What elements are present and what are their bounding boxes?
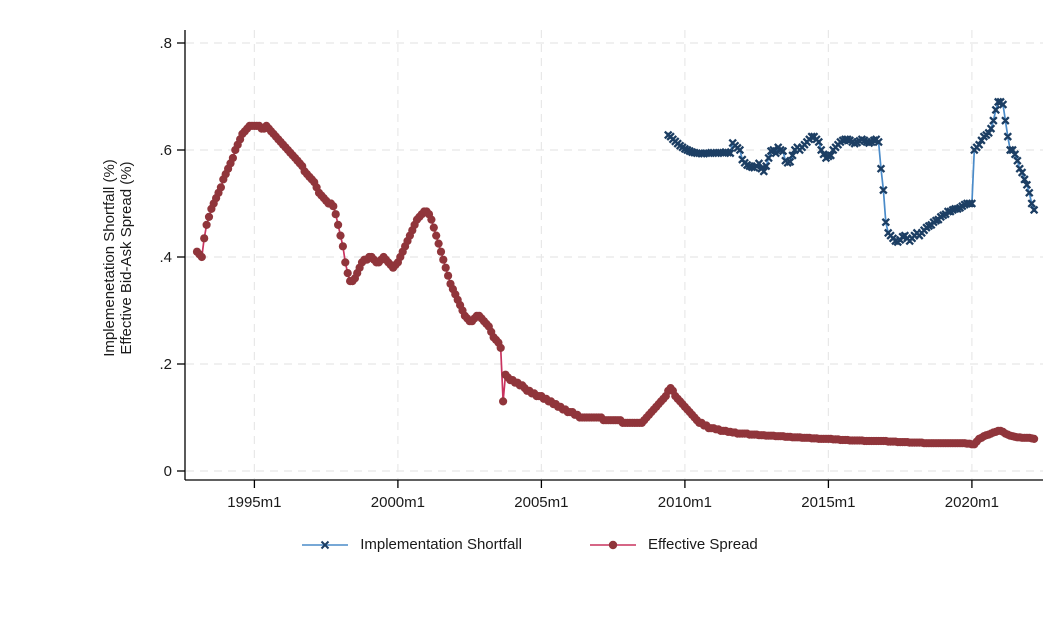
axes: [177, 30, 1043, 488]
tick-labels: 0 .2 .4 .6 .8 1995m1 2000m1 2005m1 2010m1 2015m1 2…: [159, 35, 999, 511]
y-tick-label: .6: [159, 142, 172, 159]
x-tick-label: 2000m1: [371, 494, 425, 511]
series-effective-spread: [192, 121, 1039, 449]
legend-item-effective-spread: Effective Spread: [588, 536, 758, 553]
y-tick-label: .4: [159, 249, 172, 266]
gridlines: [186, 30, 1043, 479]
x-tick-label: 2010m1: [658, 494, 712, 511]
plot-area: 0 .2 .4 .6 .8 1995m1 2000m1 2005m1 2010m1 2015m1 2…: [159, 30, 1043, 511]
x-tick-label: 2005m1: [514, 494, 568, 511]
y-axis-title: Implemenetation Shortfall (%) Effective …: [101, 159, 135, 357]
y-tick-label: 0: [164, 463, 172, 480]
y-tick-label: .8: [159, 35, 172, 52]
y-axis-title-line1: Implemenetation Shortfall (%): [101, 159, 118, 357]
legend-label-implementation-shortfall: Implementation Shortfall: [360, 536, 522, 553]
series-implementation-shortfall: [663, 97, 1039, 247]
x-tick-label: 1995m1: [227, 494, 281, 511]
legend-item-implementation-shortfall: Implementation Shortfall: [300, 536, 522, 553]
y-tick-label: .2: [159, 356, 172, 373]
x-tick-label: 2015m1: [801, 494, 855, 511]
y-axis-title-line2: Effective Bid-Ask Spread (%): [118, 161, 135, 355]
legend-label-effective-spread: Effective Spread: [647, 536, 758, 553]
legend: Implementation Shortfall Effective Sprea…: [0, 536, 1058, 553]
legend-line-x-icon: [302, 540, 349, 549]
legend-line-circle-icon: [589, 540, 636, 549]
x-tick-label: 2020m1: [945, 494, 999, 511]
